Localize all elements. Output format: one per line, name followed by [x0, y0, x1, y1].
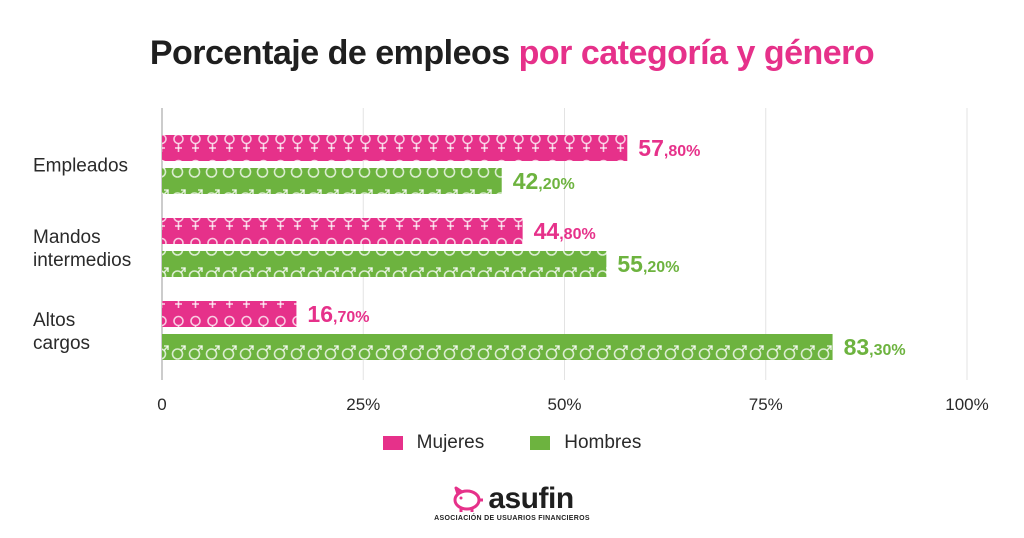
value-label: 42,20%	[513, 168, 575, 194]
category-label: Empleados	[33, 156, 128, 177]
chart-title-accent: por categoría y género	[518, 34, 875, 72]
legend-swatch-mujeres	[382, 436, 403, 450]
legend-item-hombres: Hombres	[530, 432, 641, 454]
legend-swatch-hombres	[530, 436, 551, 450]
x-tick-label: 50%	[547, 395, 581, 414]
bar-hombres	[162, 168, 502, 194]
value-label: 57,80%	[638, 135, 700, 161]
x-tick-label: 0	[157, 395, 166, 414]
x-tick-label: 75%	[749, 395, 783, 414]
bar-mujeres	[162, 301, 297, 327]
logo-wordmark: asufin	[488, 482, 574, 515]
x-tick-label: 25%	[346, 395, 380, 414]
chart-title: Porcentaje de empleos por categoría y gé…	[0, 34, 1024, 73]
category-label: Altos	[33, 310, 75, 331]
value-label: 44,80%	[534, 218, 596, 244]
x-tick-label: 100%	[945, 395, 988, 414]
value-label: 16,70%	[307, 301, 369, 327]
legend-label-mujeres: Mujeres	[416, 432, 485, 453]
chart-title-main: Porcentaje de empleos	[149, 34, 519, 72]
legend-label-hombres: Hombres	[564, 432, 642, 453]
bar-hombres	[162, 251, 607, 277]
category-label: intermedios	[33, 250, 131, 271]
category-label: cargos	[33, 333, 90, 354]
bar-mujeres	[162, 135, 628, 161]
chart-legend: Mujeres Hombres	[0, 432, 1024, 454]
asufin-logo: asufin ASOCIACIÓN DE USUARIOS FINANCIERO…	[0, 482, 1024, 523]
legend-item-mujeres: Mujeres	[382, 432, 485, 454]
piggy-bank-icon	[453, 486, 484, 512]
value-label: 83,30%	[844, 334, 906, 360]
value-label: 55,20%	[617, 251, 679, 277]
category-label: Mandos	[33, 227, 101, 248]
bar-mujeres	[162, 218, 523, 244]
bar-hombres	[162, 334, 833, 360]
logo-tagline: ASOCIACIÓN DE USUARIOS FINANCIEROS	[434, 515, 590, 522]
